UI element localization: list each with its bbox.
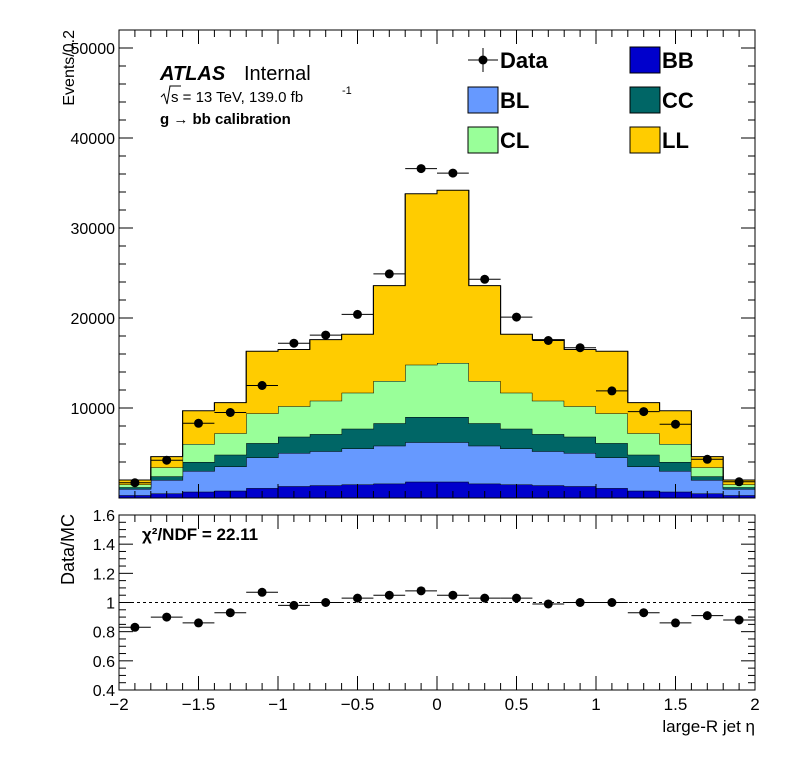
status-label: Internal: [244, 63, 311, 85]
ratio-point: [353, 593, 362, 603]
legend-swatch-bb: [629, 46, 661, 74]
y-tick-label: 30000: [71, 221, 116, 238]
y-tick-label: 40000: [71, 131, 116, 148]
lumi-exponent: -1: [342, 85, 352, 97]
ratio-y-tick-label: 0.4: [93, 683, 115, 700]
energy-lumi-text: s = 13 TeV, 139.0 fb: [171, 89, 303, 106]
legend-label-bb: BB: [662, 48, 694, 73]
ratio-point: [162, 612, 172, 622]
ratio-point: [480, 593, 490, 603]
data-point: [225, 408, 235, 417]
ratio-panel: 0.4 0.6 0.8 1 1.2 1.4 1.6 −2 −1.5 −1 −0.5 0 0.5 1 1.5 2: [93, 508, 760, 714]
ratio-y-tick-label: 0.6: [93, 654, 115, 671]
experiment-label: ATLAS: [159, 63, 226, 85]
ratio-y-tick-label: 0.8: [93, 625, 115, 642]
y-tick-label: 50000: [71, 41, 116, 58]
top-panel-axes: 10000 20000 30000 40000 50000: [71, 29, 756, 499]
data-point: [480, 274, 490, 284]
ratio-point: [130, 622, 140, 632]
data-point: [512, 312, 521, 322]
x-tick-label: 2: [750, 695, 759, 714]
y-tick-label: 20000: [71, 311, 116, 328]
ratio-point: [194, 618, 203, 628]
data-point: [639, 407, 649, 417]
ratio-point: [734, 615, 744, 625]
data-point: [353, 309, 362, 319]
ratio-point: [575, 598, 585, 607]
data-point: [448, 168, 458, 178]
data-point: [607, 386, 617, 396]
data-point: [416, 164, 426, 174]
x-tick-label: −1.5: [182, 695, 216, 714]
legend-label-ll: LL: [662, 128, 689, 153]
ratio-point: [639, 608, 649, 618]
data-point: [702, 454, 712, 464]
chi2-label: χ²/NDF = 22.11: [142, 525, 258, 544]
data-point: [257, 381, 267, 390]
legend-swatch-cl: [467, 126, 499, 154]
selection-label: g → bb calibration: [160, 111, 291, 128]
legend-label-data: Data: [500, 48, 548, 73]
x-tick-label: 0.5: [505, 695, 529, 714]
stack-area-ll: [119, 190, 755, 485]
ratio-point: [257, 587, 267, 597]
data-point: [543, 336, 553, 345]
y-axis-title-top: Events/0.2: [61, 30, 78, 106]
data-point: [321, 330, 331, 340]
data-point: [130, 478, 140, 488]
ratio-point: [416, 586, 426, 596]
x-tick-label: 1.5: [664, 695, 688, 714]
ratio-point: [448, 590, 458, 600]
data-point: [289, 338, 299, 348]
ratio-point: [702, 611, 712, 621]
ratio-point: [512, 593, 521, 603]
ratio-y-tick-label: 1.6: [93, 508, 115, 525]
legend-label-cl: CL: [500, 128, 529, 153]
legend: Data BB BL CC CL LL: [467, 46, 694, 154]
data-points: [119, 164, 755, 488]
ratio-y-tick-label: 1.2: [93, 566, 115, 583]
ratio-point: [384, 590, 394, 600]
data-point: [384, 269, 394, 279]
x-tick-label: −2: [109, 695, 128, 714]
data-point: [671, 419, 680, 429]
ratio-point: [321, 598, 331, 607]
ratio-point: [543, 599, 553, 609]
atlas-label: ATLAS Internal: [159, 63, 311, 85]
x-tick-label: 0: [432, 695, 441, 714]
sqrt-symbol: [160, 85, 181, 105]
legend-swatch-cc: [629, 86, 661, 114]
y-tick-label: 10000: [71, 401, 116, 418]
x-tick-label: −1: [268, 695, 287, 714]
x-axis-title: large-R jet η: [662, 717, 755, 736]
legend-label-bl: BL: [500, 88, 529, 113]
legend-data-marker: [478, 55, 488, 65]
stacked-histogram: [119, 189, 755, 498]
ratio-point: [289, 600, 299, 610]
ratio-point: [607, 598, 617, 607]
data-point: [575, 343, 585, 353]
y-axis-title-ratio: Data/MC: [58, 514, 78, 585]
legend-label-cc: CC: [662, 88, 694, 113]
ratio-y-tick-label: 1: [106, 596, 115, 613]
ratio-point: [671, 618, 680, 628]
data-point: [194, 418, 203, 428]
legend-swatch-bl: [467, 86, 499, 114]
legend-swatch-ll: [629, 126, 661, 154]
data-point: [162, 455, 172, 465]
energy-lumi-label: s = 13 TeV, 139.0 fb -1: [160, 85, 352, 106]
ratio-y-tick-label: 1.4: [93, 537, 115, 554]
data-point: [734, 477, 744, 487]
x-tick-label: −0.5: [341, 695, 375, 714]
ratio-point: [225, 608, 235, 618]
x-tick-label: 1: [591, 695, 600, 714]
chi2-annotation: χ²/NDF = 22.11: [142, 525, 258, 544]
